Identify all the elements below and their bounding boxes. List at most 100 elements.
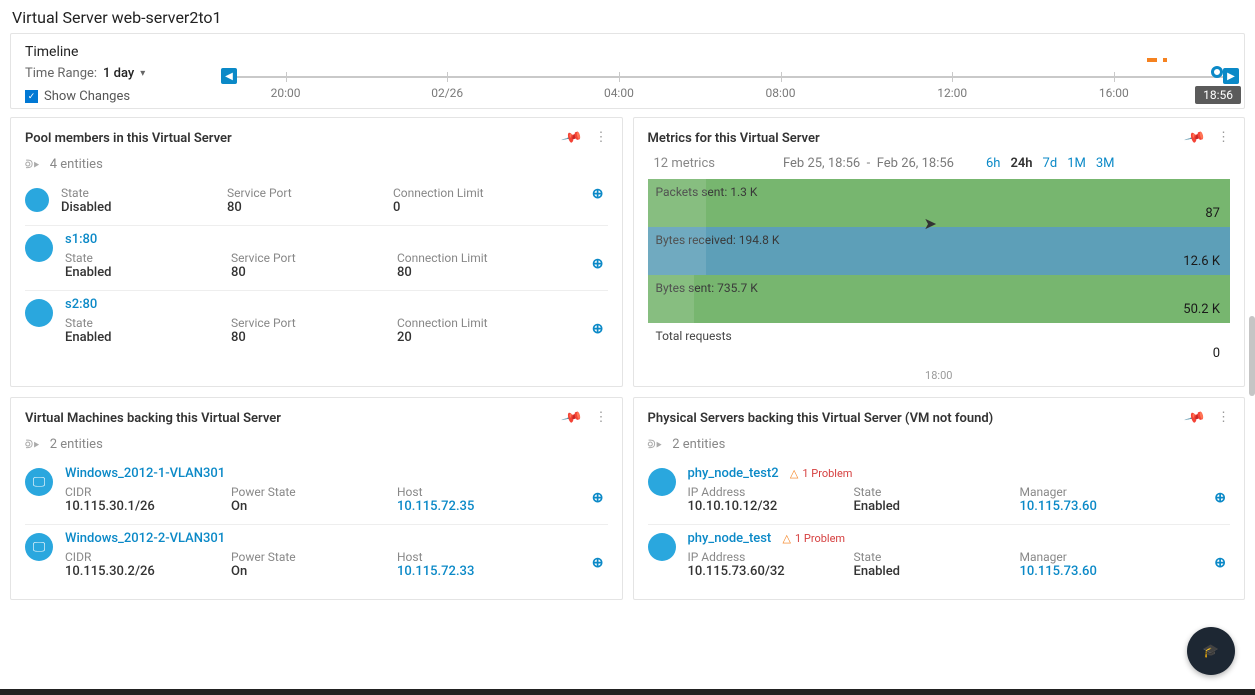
expand-icon[interactable]: ⊕ (592, 321, 604, 337)
field-value: 10.115.30.2/26 (65, 564, 225, 579)
metric-bar[interactable]: Total requests 0 (648, 323, 1231, 367)
vm-name[interactable]: Windows_2012-1-VLAN301 (65, 466, 557, 481)
time-range-label: Time Range: (25, 66, 97, 81)
server-name[interactable]: phy_node_test2 (688, 466, 779, 481)
field-label: Manager (1020, 485, 1180, 499)
more-icon[interactable]: ⋮ (595, 410, 608, 426)
pin-icon[interactable]: 📌 (560, 127, 583, 150)
field-value: 10.10.10.12/32 (688, 499, 848, 514)
manager-link[interactable]: 10.115.73.60 (1020, 564, 1180, 579)
timeline-track[interactable]: ◀ 20:00 02/26 04:00 08:00 12:00 16:00 ▶ … (225, 62, 1235, 92)
show-changes-label: Show Changes (44, 89, 130, 104)
host-link[interactable]: 10.115.72.33 (397, 564, 557, 579)
vm-row[interactable]: 🖵 Windows_2012-1-VLAN301 CIDR10.115.30.1… (25, 460, 608, 525)
expand-icon[interactable]: ⊕ (592, 555, 604, 571)
field-value: 0 (393, 200, 553, 215)
more-icon[interactable]: ⋮ (595, 130, 608, 146)
vm-name[interactable]: Windows_2012-2-VLAN301 (65, 531, 557, 546)
card-title: Metrics for this Virtual Server (648, 131, 820, 146)
tick-label: 04:00 (604, 86, 634, 100)
field-label: Power State (231, 485, 391, 499)
scrollbar[interactable] (1249, 316, 1255, 396)
timeline-next-button[interactable]: ▶ (1223, 68, 1239, 84)
filter-icon[interactable]: ⟄▸ (648, 436, 663, 452)
vm-row[interactable]: 🖵 Windows_2012-2-VLAN301 CIDR10.115.30.2… (25, 525, 608, 589)
field-value: 80 (397, 265, 557, 280)
interval-24h[interactable]: 24h (1010, 156, 1032, 171)
field-value: On (231, 564, 391, 579)
field-value: Enabled (65, 265, 225, 280)
timeline-card: Timeline Time Range: 1 day ▾ ✓ Show Chan… (10, 33, 1245, 109)
filter-icon[interactable]: ⟄▸ (25, 436, 40, 452)
tick-label: 16:00 (1099, 86, 1129, 100)
more-icon[interactable]: ⋮ (1217, 130, 1230, 146)
more-icon[interactable]: ⋮ (1217, 410, 1230, 426)
physical-servers-card: Physical Servers backing this Virtual Se… (633, 397, 1246, 600)
field-label: State (65, 316, 225, 330)
status-dot-icon (648, 468, 676, 496)
pool-member-name[interactable]: s2:80 (65, 297, 557, 312)
checkbox-icon: ✓ (25, 90, 38, 103)
status-dot-icon (25, 188, 49, 212)
metric-bar[interactable]: Bytes sent: 735.7 K 50.2 K (648, 275, 1231, 323)
entity-count: 2 entities (50, 437, 103, 452)
host-link[interactable]: 10.115.72.35 (397, 499, 557, 514)
physical-server-row[interactable]: phy_node_test2 △1 Problem IP Address10.1… (648, 460, 1231, 525)
problem-badge[interactable]: △1 Problem (783, 532, 846, 545)
field-value: 80 (231, 265, 391, 280)
card-title: Virtual Machines backing this Virtual Se… (25, 411, 281, 426)
timeline-prev-button[interactable]: ◀ (221, 68, 237, 84)
pin-icon[interactable]: 📌 (560, 407, 583, 430)
field-value: 80 (227, 200, 387, 215)
status-dot-icon (25, 234, 53, 262)
help-fab-button[interactable]: 🎓 (1187, 627, 1235, 675)
field-label: State (854, 485, 1014, 499)
field-label: IP Address (688, 550, 848, 564)
field-value: Enabled (854, 564, 1014, 579)
problem-badge[interactable]: △1 Problem (790, 467, 853, 480)
field-value: Enabled (65, 330, 225, 345)
field-value: Disabled (61, 200, 221, 215)
pool-member-row[interactable]: s1:80 StateEnabled Service Port80 Connec… (25, 226, 608, 291)
metric-bars: Packets sent: 1.3 K 87 Bytes received: 1… (648, 179, 1231, 367)
time-range-value: 1 day (103, 66, 134, 81)
field-value: 10.115.73.60/32 (688, 564, 848, 579)
pool-member-row[interactable]: s2:80 StateEnabled Service Port80 Connec… (25, 291, 608, 355)
physical-server-row[interactable]: phy_node_test △1 Problem IP Address10.11… (648, 525, 1231, 589)
expand-icon[interactable]: ⊕ (1214, 490, 1226, 506)
metric-value: 12.6 K (1183, 254, 1220, 269)
interval-7d[interactable]: 7d (1043, 156, 1058, 171)
tick-label: 20:00 (271, 86, 301, 100)
field-label: State (854, 550, 1014, 564)
metric-bar[interactable]: Bytes received: 194.8 K 12.6 K (648, 227, 1231, 275)
pin-icon[interactable]: 📌 (1183, 407, 1206, 430)
status-dot-icon (25, 299, 53, 327)
timeline-handle[interactable] (1211, 66, 1223, 78)
metric-bar[interactable]: Packets sent: 1.3 K 87 (648, 179, 1231, 227)
interval-6h[interactable]: 6h (986, 156, 1000, 171)
pin-icon[interactable]: 📌 (1183, 127, 1206, 150)
manager-link[interactable]: 10.115.73.60 (1020, 499, 1180, 514)
current-time-badge: 18:56 (1195, 86, 1241, 104)
server-name[interactable]: phy_node_test (688, 531, 772, 546)
pool-member-row[interactable]: StateDisabled Service Port80 Connection … (25, 180, 608, 226)
field-label: Host (397, 485, 557, 499)
card-title: Physical Servers backing this Virtual Se… (648, 411, 994, 426)
pool-member-name[interactable]: s1:80 (65, 232, 557, 247)
expand-icon[interactable]: ⊕ (592, 256, 604, 272)
field-label: Connection Limit (397, 251, 557, 265)
expand-icon[interactable]: ⊕ (592, 186, 604, 202)
metrics-count: 12 metrics (654, 156, 715, 171)
change-marker-icon (1163, 58, 1167, 62)
field-value: 80 (231, 330, 391, 345)
interval-3m[interactable]: 3M (1096, 156, 1115, 171)
expand-icon[interactable]: ⊕ (1214, 555, 1226, 571)
field-label: State (65, 251, 225, 265)
expand-icon[interactable]: ⊕ (592, 490, 604, 506)
metric-value: 50.2 K (1183, 302, 1220, 317)
field-value: 20 (397, 330, 557, 345)
interval-selector[interactable]: 6h 24h 7d 1M 3M (986, 156, 1115, 171)
interval-1m[interactable]: 1M (1067, 156, 1086, 171)
filter-icon[interactable]: ⟄▸ (25, 156, 40, 172)
entity-count: 2 entities (672, 437, 725, 452)
